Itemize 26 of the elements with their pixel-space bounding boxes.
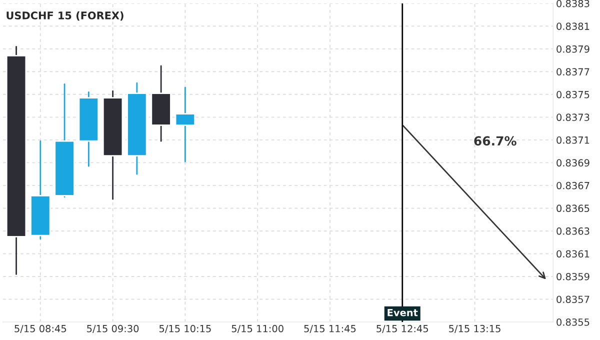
- candlestick: [174, 86, 196, 162]
- annotation: 66.7%: [474, 136, 516, 146]
- y-tick-label: 0.8371: [556, 136, 590, 144]
- text: USDCHF 15 (FOREX): [6, 11, 124, 21]
- y-tick-label: 0.8367: [556, 182, 590, 190]
- y-tick-label: 0.8375: [556, 90, 590, 98]
- y-tick-label: 0.8381: [556, 22, 590, 30]
- y-tick-label: 0.8379: [556, 45, 590, 53]
- y-tick-label: 0.8355: [556, 318, 590, 326]
- y-tick-label: 0.8359: [556, 272, 590, 280]
- x-tick-label: 5/15 10:15: [159, 324, 211, 334]
- x-tick-label: 5/15 09:30: [87, 324, 139, 334]
- y-tick-label: 0.8373: [556, 114, 590, 122]
- x-tick-label: 5/15 13:15: [449, 324, 500, 334]
- x-tick-label: 5/15 12:45: [376, 324, 428, 334]
- ref-line-label: Event: [388, 309, 418, 316]
- y-tick-label: 0.8357: [556, 296, 590, 304]
- x-tick-label: 5/15 11:00: [232, 324, 284, 334]
- x-tick-label: 5/15 11:45: [304, 325, 356, 334]
- y-tick-label: 0.8383: [556, 0, 590, 8]
- y-tick-label: 0.8361: [556, 250, 590, 258]
- y-tick-label: 0.8365: [556, 204, 590, 212]
- x-tick-label: 5/15 08:45: [14, 324, 66, 334]
- y-tick-label: 0.8369: [556, 159, 590, 167]
- y-tick-label: 0.8363: [556, 227, 590, 235]
- y-tick-label: 0.8377: [556, 68, 590, 76]
